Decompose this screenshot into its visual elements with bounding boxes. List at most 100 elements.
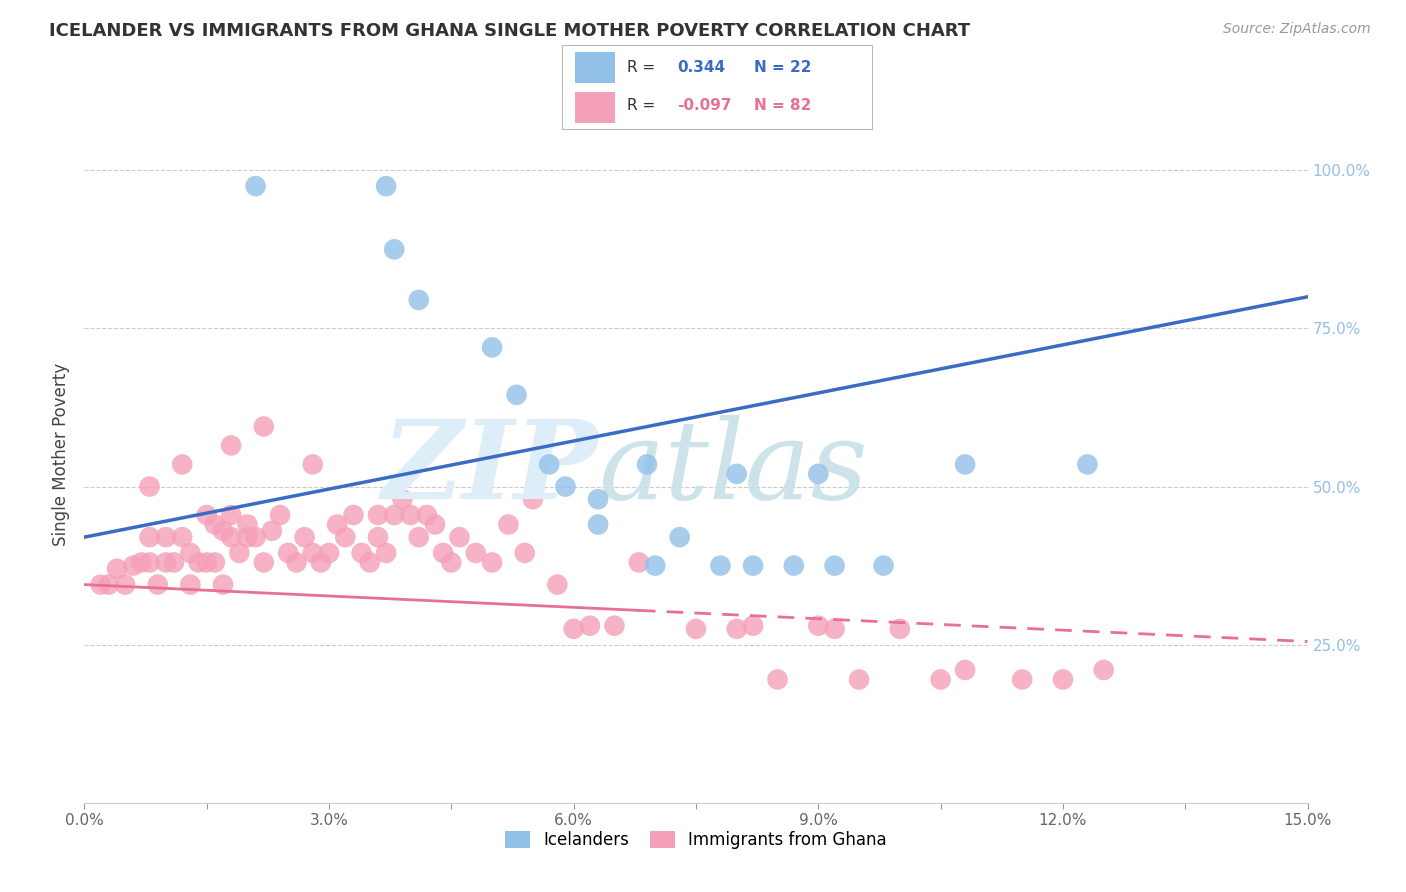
Point: [219, 508, 242, 522]
Point: [408, 293, 430, 307]
Point: [766, 673, 789, 687]
Point: [138, 556, 160, 570]
Point: [155, 556, 177, 570]
Point: [245, 179, 267, 194]
Point: [367, 508, 389, 522]
Point: [554, 479, 576, 493]
Point: [269, 508, 291, 522]
Point: [342, 508, 364, 522]
Point: [505, 388, 527, 402]
Point: [522, 492, 544, 507]
Point: [204, 556, 226, 570]
Point: [824, 558, 846, 573]
Legend: Icelanders, Immigrants from Ghana: Icelanders, Immigrants from Ghana: [498, 822, 894, 857]
Point: [301, 546, 323, 560]
Point: [236, 530, 259, 544]
Point: [538, 458, 561, 472]
Point: [138, 479, 160, 493]
Point: [367, 530, 389, 544]
Point: [1076, 458, 1098, 472]
Point: [1011, 673, 1033, 687]
Point: [253, 556, 276, 570]
Point: [179, 546, 201, 560]
Point: [236, 517, 259, 532]
Text: N = 82: N = 82: [754, 98, 811, 113]
Point: [318, 546, 340, 560]
Point: [359, 556, 381, 570]
Text: R =: R =: [627, 60, 661, 75]
Text: -0.097: -0.097: [676, 98, 731, 113]
Text: R =: R =: [627, 98, 661, 113]
Text: N = 22: N = 22: [754, 60, 811, 75]
Point: [579, 618, 602, 632]
Point: [277, 546, 299, 560]
Point: [172, 530, 194, 544]
Text: Source: ZipAtlas.com: Source: ZipAtlas.com: [1223, 22, 1371, 37]
Text: ICELANDER VS IMMIGRANTS FROM GHANA SINGLE MOTHER POVERTY CORRELATION CHART: ICELANDER VS IMMIGRANTS FROM GHANA SINGL…: [49, 22, 970, 40]
Point: [195, 556, 218, 570]
Point: [408, 530, 430, 544]
Point: [138, 530, 160, 544]
Point: [416, 508, 439, 522]
Point: [382, 508, 405, 522]
Point: [513, 546, 536, 560]
Point: [498, 517, 520, 532]
Point: [953, 663, 976, 677]
Point: [627, 556, 650, 570]
Point: [586, 492, 609, 507]
Point: [399, 508, 422, 522]
Point: [382, 243, 405, 257]
Point: [432, 546, 454, 560]
Point: [464, 546, 486, 560]
Point: [644, 558, 666, 573]
Point: [245, 530, 267, 544]
Point: [212, 577, 235, 591]
Point: [1092, 663, 1115, 677]
Point: [228, 546, 250, 560]
Point: [953, 458, 976, 472]
Point: [204, 517, 226, 532]
Text: 0.344: 0.344: [676, 60, 725, 75]
Point: [285, 556, 308, 570]
Point: [375, 179, 398, 194]
Point: [1052, 673, 1074, 687]
Point: [481, 340, 503, 354]
Point: [562, 622, 585, 636]
Point: [807, 467, 830, 481]
Point: [709, 558, 731, 573]
Point: [309, 556, 332, 570]
Point: [212, 524, 235, 538]
Point: [725, 622, 748, 636]
Text: atlas: atlas: [598, 415, 868, 523]
Point: [335, 530, 357, 544]
Point: [187, 556, 209, 570]
Point: [179, 577, 201, 591]
Point: [146, 577, 169, 591]
Point: [742, 558, 765, 573]
Point: [350, 546, 373, 560]
Point: [301, 458, 323, 472]
Point: [423, 517, 446, 532]
Point: [260, 524, 283, 538]
Point: [163, 556, 186, 570]
Point: [122, 558, 145, 573]
Point: [440, 556, 463, 570]
Point: [219, 530, 242, 544]
Point: [742, 618, 765, 632]
Point: [375, 546, 398, 560]
Text: ZIP: ZIP: [381, 415, 598, 523]
Point: [668, 530, 690, 544]
Point: [131, 556, 153, 570]
Point: [783, 558, 806, 573]
Point: [889, 622, 911, 636]
Point: [603, 618, 626, 632]
Point: [636, 458, 658, 472]
Point: [685, 622, 707, 636]
Point: [105, 562, 128, 576]
Point: [848, 673, 870, 687]
Point: [824, 622, 846, 636]
Point: [725, 467, 748, 481]
Y-axis label: Single Mother Poverty: Single Mother Poverty: [52, 363, 70, 547]
Point: [546, 577, 568, 591]
Point: [172, 458, 194, 472]
